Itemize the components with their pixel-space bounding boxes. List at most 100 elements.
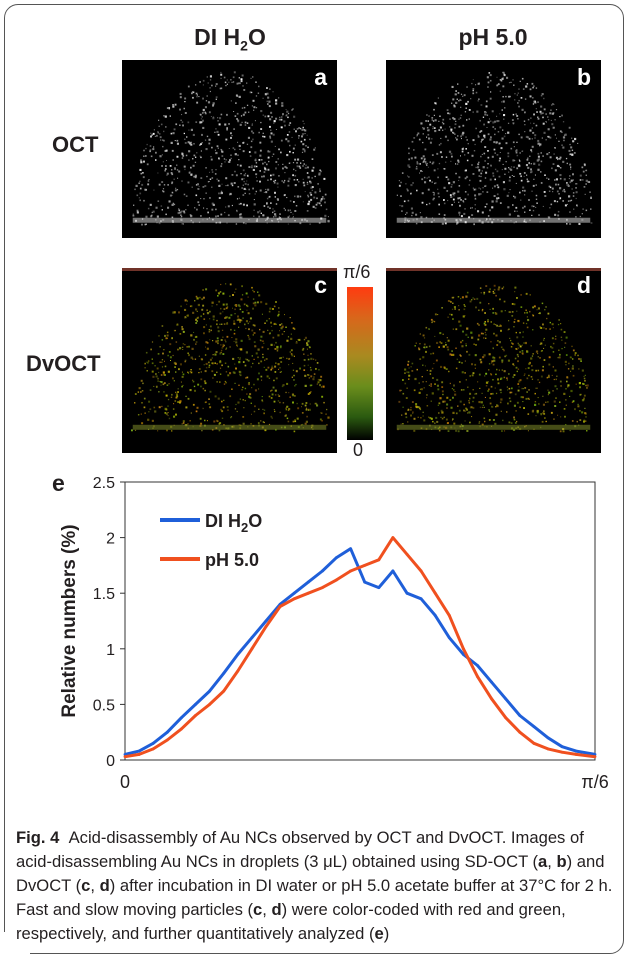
point-ph5: [504, 716, 508, 720]
point-ph5: [377, 558, 381, 562]
point-ph5: [349, 569, 352, 573]
point-di-water: [419, 597, 423, 601]
point-ph5: [278, 605, 282, 608]
point-ph5: [306, 591, 310, 595]
column-title-ph5: pH 5.0: [458, 24, 528, 50]
figure-caption: Fig. 4 Acid-disassembly of Au NCs observ…: [16, 826, 616, 946]
point-di-water: [208, 689, 212, 693]
panel-letter-d: d: [576, 272, 591, 298]
y-tick-label: 0.5: [93, 697, 115, 714]
colorbar: [347, 287, 373, 440]
point-di-water: [574, 749, 578, 753]
point-ph5: [593, 755, 597, 759]
point-ph5: [208, 703, 212, 706]
point-ph5: [490, 697, 493, 701]
point-di-water: [476, 664, 479, 667]
panel-letter-a: a: [314, 64, 327, 90]
frame-corner-mask: [0, 932, 30, 962]
point-ph5: [447, 614, 451, 617]
point-di-water: [518, 714, 522, 717]
y-tick-label: 2: [106, 531, 115, 548]
point-ph5: [194, 714, 197, 717]
point-ph5: [151, 747, 155, 751]
legend-label: DI H2O: [205, 511, 262, 535]
point-ph5: [335, 578, 338, 582]
speckle-texture: [132, 71, 330, 226]
colorbar-max-label: π/6: [343, 262, 371, 282]
point-di-water: [349, 547, 352, 551]
colorbar-min-label: 0: [353, 440, 364, 460]
figure-frame: [4, 4, 624, 954]
point-di-water: [222, 671, 226, 675]
oct-image-ph5: b: [386, 60, 601, 238]
point-ph5: [363, 564, 367, 567]
point-di-water: [137, 749, 141, 753]
point-ph5: [321, 586, 324, 590]
relative-numbers-chart: 0 0.5 1 1.5 2 2.5 0 π/6 Relative numbers (%) DI H…: [59, 475, 609, 792]
point-di-water: [250, 636, 254, 640]
point-ph5: [180, 727, 183, 731]
y-tick-label: 0: [106, 753, 115, 770]
oct-image-di-water: a: [122, 60, 337, 238]
point-di-water: [236, 652, 240, 656]
point-ph5: [560, 750, 564, 754]
point-ph5: [462, 647, 465, 651]
panel-letter-c: c: [314, 272, 327, 298]
speckle-texture: [386, 268, 601, 433]
x-tick-label: 0: [120, 772, 130, 792]
legend-label: pH 5.0: [205, 550, 259, 570]
point-ph5: [222, 689, 226, 693]
plot-area: [124, 481, 596, 761]
series-line-di-water: [124, 547, 596, 756]
caption-text: Acid-disassembly of Au NCs observed by O…: [16, 828, 613, 943]
dvoct-image-ph5: d: [386, 268, 601, 453]
y-tick-label: 1: [106, 642, 115, 659]
point-ph5: [137, 753, 141, 756]
point-di-water: [335, 556, 338, 560]
point-di-water: [433, 614, 437, 617]
point-di-water: [532, 725, 536, 729]
point-ph5: [546, 747, 550, 751]
speckle-texture: [122, 268, 337, 433]
point-di-water: [306, 580, 310, 584]
column-title-di-water: DI H2O: [194, 24, 266, 54]
point-di-water: [462, 652, 465, 656]
point-ph5: [264, 625, 268, 628]
dvoct-image-di-water: c: [122, 268, 337, 453]
y-tick-label: 1.5: [93, 586, 115, 603]
point-di-water: [165, 730, 169, 734]
point-di-water: [490, 680, 493, 684]
point-ph5: [518, 730, 522, 734]
point-ph5: [476, 675, 479, 678]
row-label-dvoct: DvOCT: [26, 351, 101, 376]
point-di-water: [292, 591, 296, 595]
point-di-water: [560, 745, 564, 749]
point-ph5: [391, 536, 395, 539]
row-label-oct: OCT: [52, 132, 99, 157]
point-di-water: [391, 569, 395, 573]
point-di-water: [151, 741, 155, 745]
point-di-water: [377, 586, 381, 590]
panel-letter-e: e: [52, 470, 65, 496]
point-di-water: [405, 591, 409, 595]
point-ph5: [250, 647, 254, 651]
point-di-water: [447, 636, 451, 640]
point-ph5: [419, 569, 423, 573]
point-di-water: [194, 703, 197, 706]
series-line-ph5: [124, 536, 596, 759]
point-ph5: [292, 597, 296, 601]
y-tick-label: 2.5: [93, 475, 115, 492]
point-ph5: [574, 753, 578, 756]
speckle-texture: [396, 71, 593, 226]
point-ph5: [433, 591, 437, 595]
point-di-water: [504, 697, 508, 701]
point-di-water: [180, 716, 183, 720]
caption-figure-label: Fig. 4: [16, 828, 60, 847]
point-di-water: [546, 736, 550, 740]
point-di-water: [363, 580, 367, 584]
point-ph5: [405, 552, 409, 556]
panel-letter-b: b: [576, 64, 591, 90]
point-ph5: [532, 741, 536, 745]
point-di-water: [321, 569, 324, 573]
y-axis-label: Relative numbers (%): [59, 524, 80, 717]
